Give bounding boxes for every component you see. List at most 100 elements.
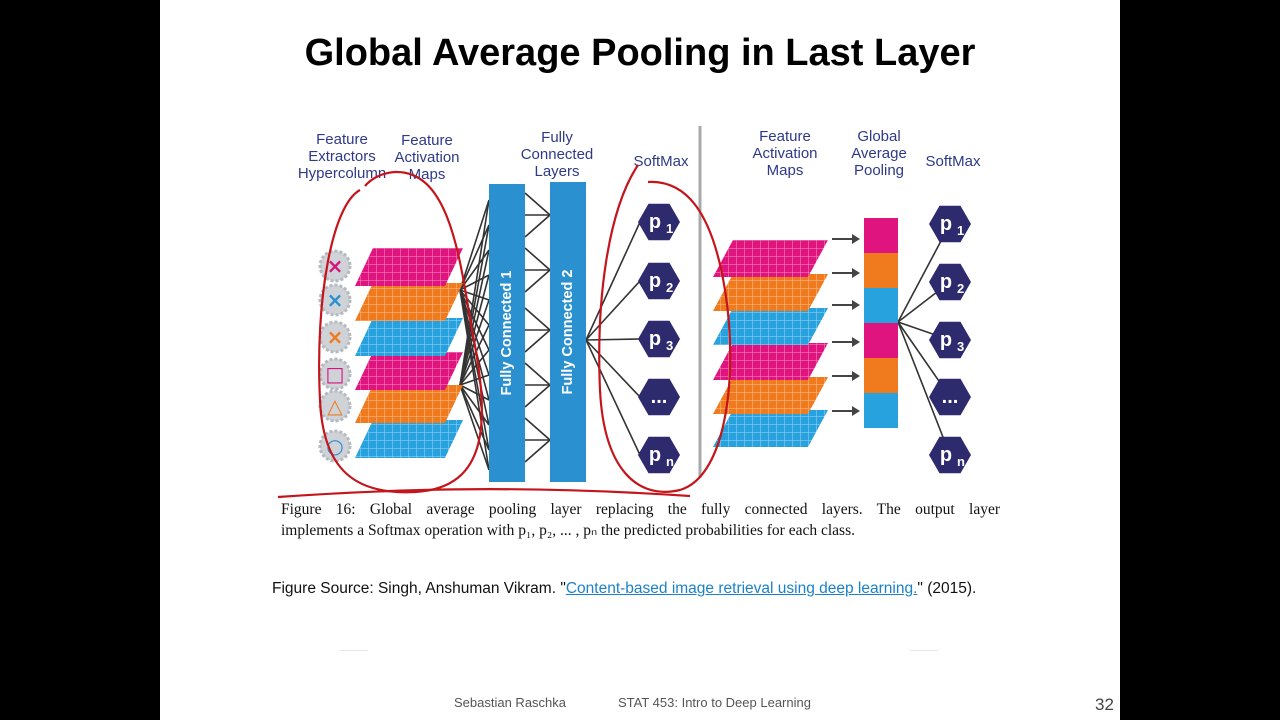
pooled-cell bbox=[864, 393, 898, 428]
label-line: Feature bbox=[759, 128, 811, 145]
line-fc1-fc2 bbox=[524, 329, 551, 353]
pooled-cell bbox=[864, 358, 898, 393]
feature-map-layer-grid bbox=[713, 308, 828, 345]
softmax-nodes-right: p 1p 2p 3...p n bbox=[929, 205, 971, 474]
label-line: Pooling bbox=[853, 162, 905, 179]
diagram: p 1p 2p 3...p n p 1p 2p 3...p n ×××□△○ bbox=[277, 126, 971, 499]
line-fc2-node bbox=[585, 280, 641, 341]
line-fc1-fc2 bbox=[524, 439, 551, 463]
line-maps-fc1 bbox=[459, 324, 490, 386]
red-annotations bbox=[277, 164, 732, 499]
output-node bbox=[929, 378, 971, 416]
output-node bbox=[929, 321, 971, 359]
node-subscript: 1 bbox=[666, 221, 673, 236]
fully-connected-2-box: Fully Connected 2 bbox=[550, 182, 586, 482]
line-maps-fc1 bbox=[459, 384, 490, 471]
label-line: Activation bbox=[752, 145, 818, 162]
pooled-cell bbox=[864, 288, 898, 323]
label-feature-extractors: Feature Extractors Hypercolumn bbox=[292, 131, 392, 182]
line-fc1-fc2 bbox=[524, 269, 551, 293]
label-global-average-pooling: Global Average Pooling bbox=[841, 128, 917, 179]
node-subscript: n bbox=[666, 454, 674, 469]
fully-connected-1-label: Fully Connected 1 bbox=[499, 270, 515, 396]
arrow-head bbox=[852, 406, 860, 416]
line-maps-fc1 bbox=[459, 224, 490, 386]
source-prefix: Figure Source: Singh, Anshuman Vikram. " bbox=[272, 580, 566, 597]
line-fc1-fc2 bbox=[524, 247, 551, 271]
node-label: p bbox=[649, 444, 661, 466]
feature-map-layer-grid bbox=[355, 248, 463, 286]
footer-author: Sebastian Raschka bbox=[454, 695, 567, 710]
line-gap-node bbox=[897, 321, 951, 456]
feature-map-layer-grid bbox=[713, 274, 828, 311]
faint-mark bbox=[910, 650, 938, 651]
feature-map-layer-grid bbox=[355, 283, 463, 321]
line-maps-fc1 bbox=[459, 374, 490, 386]
figure-caption-line-2: implements a Softmax operation with p₁, … bbox=[281, 522, 855, 539]
source-link[interactable]: Content-based image retrieval using deep… bbox=[565, 580, 918, 597]
label-line: Fully bbox=[541, 129, 573, 146]
label-line: Maps bbox=[766, 162, 804, 179]
pooling-arrows bbox=[832, 234, 860, 416]
softmax-nodes-left: p 1p 2p 3...p n bbox=[638, 203, 680, 474]
line-maps-fc1 bbox=[459, 349, 490, 386]
line-fc1-fc2 bbox=[524, 362, 551, 386]
input-symbol-badge bbox=[318, 429, 352, 463]
circle-annotation-left bbox=[318, 170, 483, 494]
arrow-head bbox=[852, 234, 860, 244]
line-maps-fc1 bbox=[459, 384, 490, 401]
node-label: p bbox=[649, 328, 661, 350]
node-label: ... bbox=[651, 386, 668, 408]
node-subscript: 2 bbox=[957, 281, 964, 296]
line-maps-fc1 bbox=[459, 199, 490, 291]
output-node bbox=[638, 436, 680, 474]
label-line: Activation bbox=[394, 149, 460, 166]
label-line: Layers bbox=[534, 163, 580, 180]
source-suffix: " (2015). bbox=[917, 580, 977, 597]
label-line: Feature bbox=[316, 131, 368, 148]
label-line: Global bbox=[857, 128, 901, 145]
arrow-head bbox=[852, 337, 860, 347]
faint-mark bbox=[340, 650, 368, 651]
label-line: Average bbox=[851, 145, 907, 162]
pooled-cell bbox=[864, 253, 898, 288]
fully-connected-1-box: Fully Connected 1 bbox=[489, 184, 525, 482]
input-symbol: △ bbox=[327, 394, 343, 418]
line-fc1-fc2 bbox=[524, 192, 551, 216]
input-symbol: × bbox=[327, 288, 344, 312]
footer-course: STAT 453: Intro to Deep Learning bbox=[618, 695, 811, 710]
line-fc2-node bbox=[585, 339, 641, 398]
label-line: Connected bbox=[520, 146, 594, 163]
node-subscript: 2 bbox=[666, 280, 673, 295]
feature-map-layer-grid bbox=[355, 420, 463, 458]
line-fc2-node bbox=[585, 338, 641, 341]
fully-connected-2-label: Fully Connected 2 bbox=[560, 269, 576, 395]
input-symbol: × bbox=[327, 254, 344, 278]
pooled-cell bbox=[864, 323, 898, 358]
node-label: p bbox=[940, 271, 952, 293]
arrow-head bbox=[852, 300, 860, 310]
label-softmax-right: SoftMax bbox=[925, 153, 981, 170]
node-subscript: 3 bbox=[666, 338, 673, 353]
feature-map-layer-grid bbox=[355, 385, 463, 423]
output-node bbox=[929, 205, 971, 243]
slide: Global Average Pooling in Last Layer Fea… bbox=[160, 0, 1120, 720]
label-feature-maps-right: Feature Activation Maps bbox=[743, 128, 827, 179]
line-maps-fc1 bbox=[459, 384, 490, 451]
figure-source: Figure Source: Singh, Anshuman Vikram. "… bbox=[272, 580, 976, 598]
line-fc2-node bbox=[585, 221, 641, 341]
input-symbols: ×××□△○ bbox=[318, 249, 352, 463]
node-label: p bbox=[940, 444, 952, 466]
node-label: p bbox=[649, 270, 661, 292]
circle-annotation-middle bbox=[598, 164, 732, 493]
line-maps-fc1 bbox=[459, 249, 490, 386]
line-fc1-fc2 bbox=[524, 384, 551, 408]
output-node bbox=[638, 203, 680, 241]
feature-map-layer-grid bbox=[713, 343, 828, 380]
feature-maps-left bbox=[355, 248, 463, 458]
output-node bbox=[638, 378, 680, 416]
node-label: ... bbox=[942, 386, 959, 408]
page-number: 32 bbox=[1095, 695, 1114, 714]
node-subscript: n bbox=[957, 454, 965, 469]
label-softmax-left: SoftMax bbox=[633, 153, 689, 170]
